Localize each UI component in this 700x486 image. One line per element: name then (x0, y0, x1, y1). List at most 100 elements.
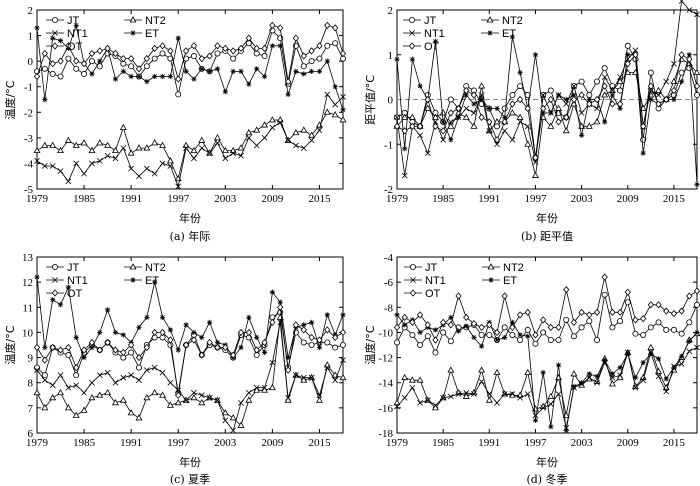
data-point-nt1 (678, 360, 685, 367)
data-point-ot (339, 49, 347, 58)
x-axis-label: 年份 (536, 211, 558, 225)
data-point-et (238, 68, 244, 74)
legend-label: ET (145, 275, 159, 287)
data-point-nt1 (128, 372, 135, 379)
x-tick-label: 2009 (261, 193, 284, 205)
data-point-nt2 (111, 146, 119, 154)
data-point-ot (447, 109, 454, 117)
y-axis-label: 温度/°C (3, 325, 17, 364)
data-point-nt1 (640, 377, 647, 384)
x-tick-label: 1985 (73, 437, 96, 449)
data-point-et (175, 347, 181, 353)
data-point-nt1 (517, 118, 523, 125)
data-point-ot (501, 292, 508, 300)
data-point-ot (167, 336, 174, 344)
data-point-jt (478, 331, 485, 338)
y-tick-label: -10 (378, 327, 393, 339)
data-point-nt1 (524, 123, 531, 130)
data-point-jt (624, 299, 631, 306)
x-tick-label: 1979 (26, 437, 49, 449)
data-point-ot (284, 77, 292, 86)
data-point-ot (440, 127, 447, 135)
data-point-nt2 (547, 392, 555, 399)
x-axis-label: 年份 (536, 455, 558, 469)
data-point-jt (563, 316, 570, 323)
legend-item-ot: OT (404, 288, 441, 300)
data-point-jt (34, 364, 41, 371)
data-point-jt (694, 92, 700, 99)
legend-label: NT1 (67, 28, 88, 40)
data-point-nt2 (174, 399, 182, 406)
data-point-nt1 (206, 394, 213, 401)
legend-marker (487, 30, 493, 36)
data-point-nt2 (166, 157, 174, 164)
data-point-nt2 (261, 121, 269, 128)
data-point-nt1 (34, 367, 40, 374)
data-point-ot (253, 346, 260, 354)
data-point-nt1 (293, 142, 299, 149)
x-tick-label: 1991 (120, 193, 142, 205)
data-point-ot (222, 44, 229, 52)
legend-marker (409, 30, 415, 36)
data-point-et (640, 360, 646, 366)
series-line-jt (396, 294, 698, 354)
data-point-et (238, 344, 244, 351)
data-point-nt2 (221, 409, 229, 416)
data-point-nt1 (647, 87, 654, 94)
data-point-et (686, 52, 692, 58)
legend-label: NT2 (503, 262, 524, 274)
data-point-ot (104, 44, 111, 52)
data-point-nt2 (198, 399, 206, 406)
y-tick-label: 11 (22, 302, 33, 314)
data-point-nt1 (230, 150, 237, 157)
legend-marker (52, 263, 59, 270)
x-tick-label: 1991 (478, 193, 500, 205)
data-point-jt (143, 63, 150, 70)
series-nt1 (394, 344, 700, 431)
data-point-ot (686, 292, 693, 300)
legend-marker (408, 42, 416, 50)
data-point-nt2 (315, 396, 323, 403)
data-point-nt1 (524, 391, 531, 397)
data-point-nt1 (89, 160, 95, 167)
data-point-ot (663, 95, 670, 104)
data-point-jt (308, 58, 315, 65)
y-tick-label: -5 (24, 184, 34, 196)
data-point-ot (470, 320, 478, 328)
data-point-nt1 (394, 403, 400, 410)
legend-label: JT (67, 15, 80, 27)
data-point-ot (455, 104, 462, 113)
data-point-nt1 (41, 377, 48, 384)
legend-item-jt: JT (404, 262, 438, 274)
data-point-nt1 (486, 127, 493, 134)
y-tick-label: -12 (378, 353, 393, 365)
data-point-ot (182, 341, 190, 349)
data-point-et (648, 351, 654, 357)
data-point-jt (601, 65, 608, 72)
data-point-et (159, 314, 166, 320)
data-point-ot (324, 326, 331, 334)
legend-label: NT2 (145, 15, 166, 27)
data-point-et (563, 96, 569, 103)
data-point-et (617, 365, 623, 371)
data-point-ot (57, 57, 64, 65)
data-point-jt (570, 333, 577, 340)
data-point-nt1 (143, 165, 150, 172)
data-point-ot (501, 118, 508, 126)
data-point-nt1 (617, 372, 623, 379)
x-axis-label: 年份 (179, 455, 201, 469)
data-point-jt (41, 372, 48, 379)
data-point-jt (332, 344, 339, 351)
data-point-jt (128, 63, 135, 70)
data-point-nt1 (261, 384, 268, 391)
data-point-et (340, 312, 346, 318)
data-point-et (609, 371, 615, 377)
data-point-et (640, 150, 646, 156)
data-point-et (230, 68, 236, 74)
x-tick-label: 2015 (663, 437, 686, 449)
data-point-ot (65, 343, 72, 352)
data-point-jt (190, 53, 197, 60)
y-axis-label: 温度/°C (3, 80, 17, 119)
data-point-nt2 (616, 77, 624, 84)
data-point-ot (616, 100, 624, 108)
